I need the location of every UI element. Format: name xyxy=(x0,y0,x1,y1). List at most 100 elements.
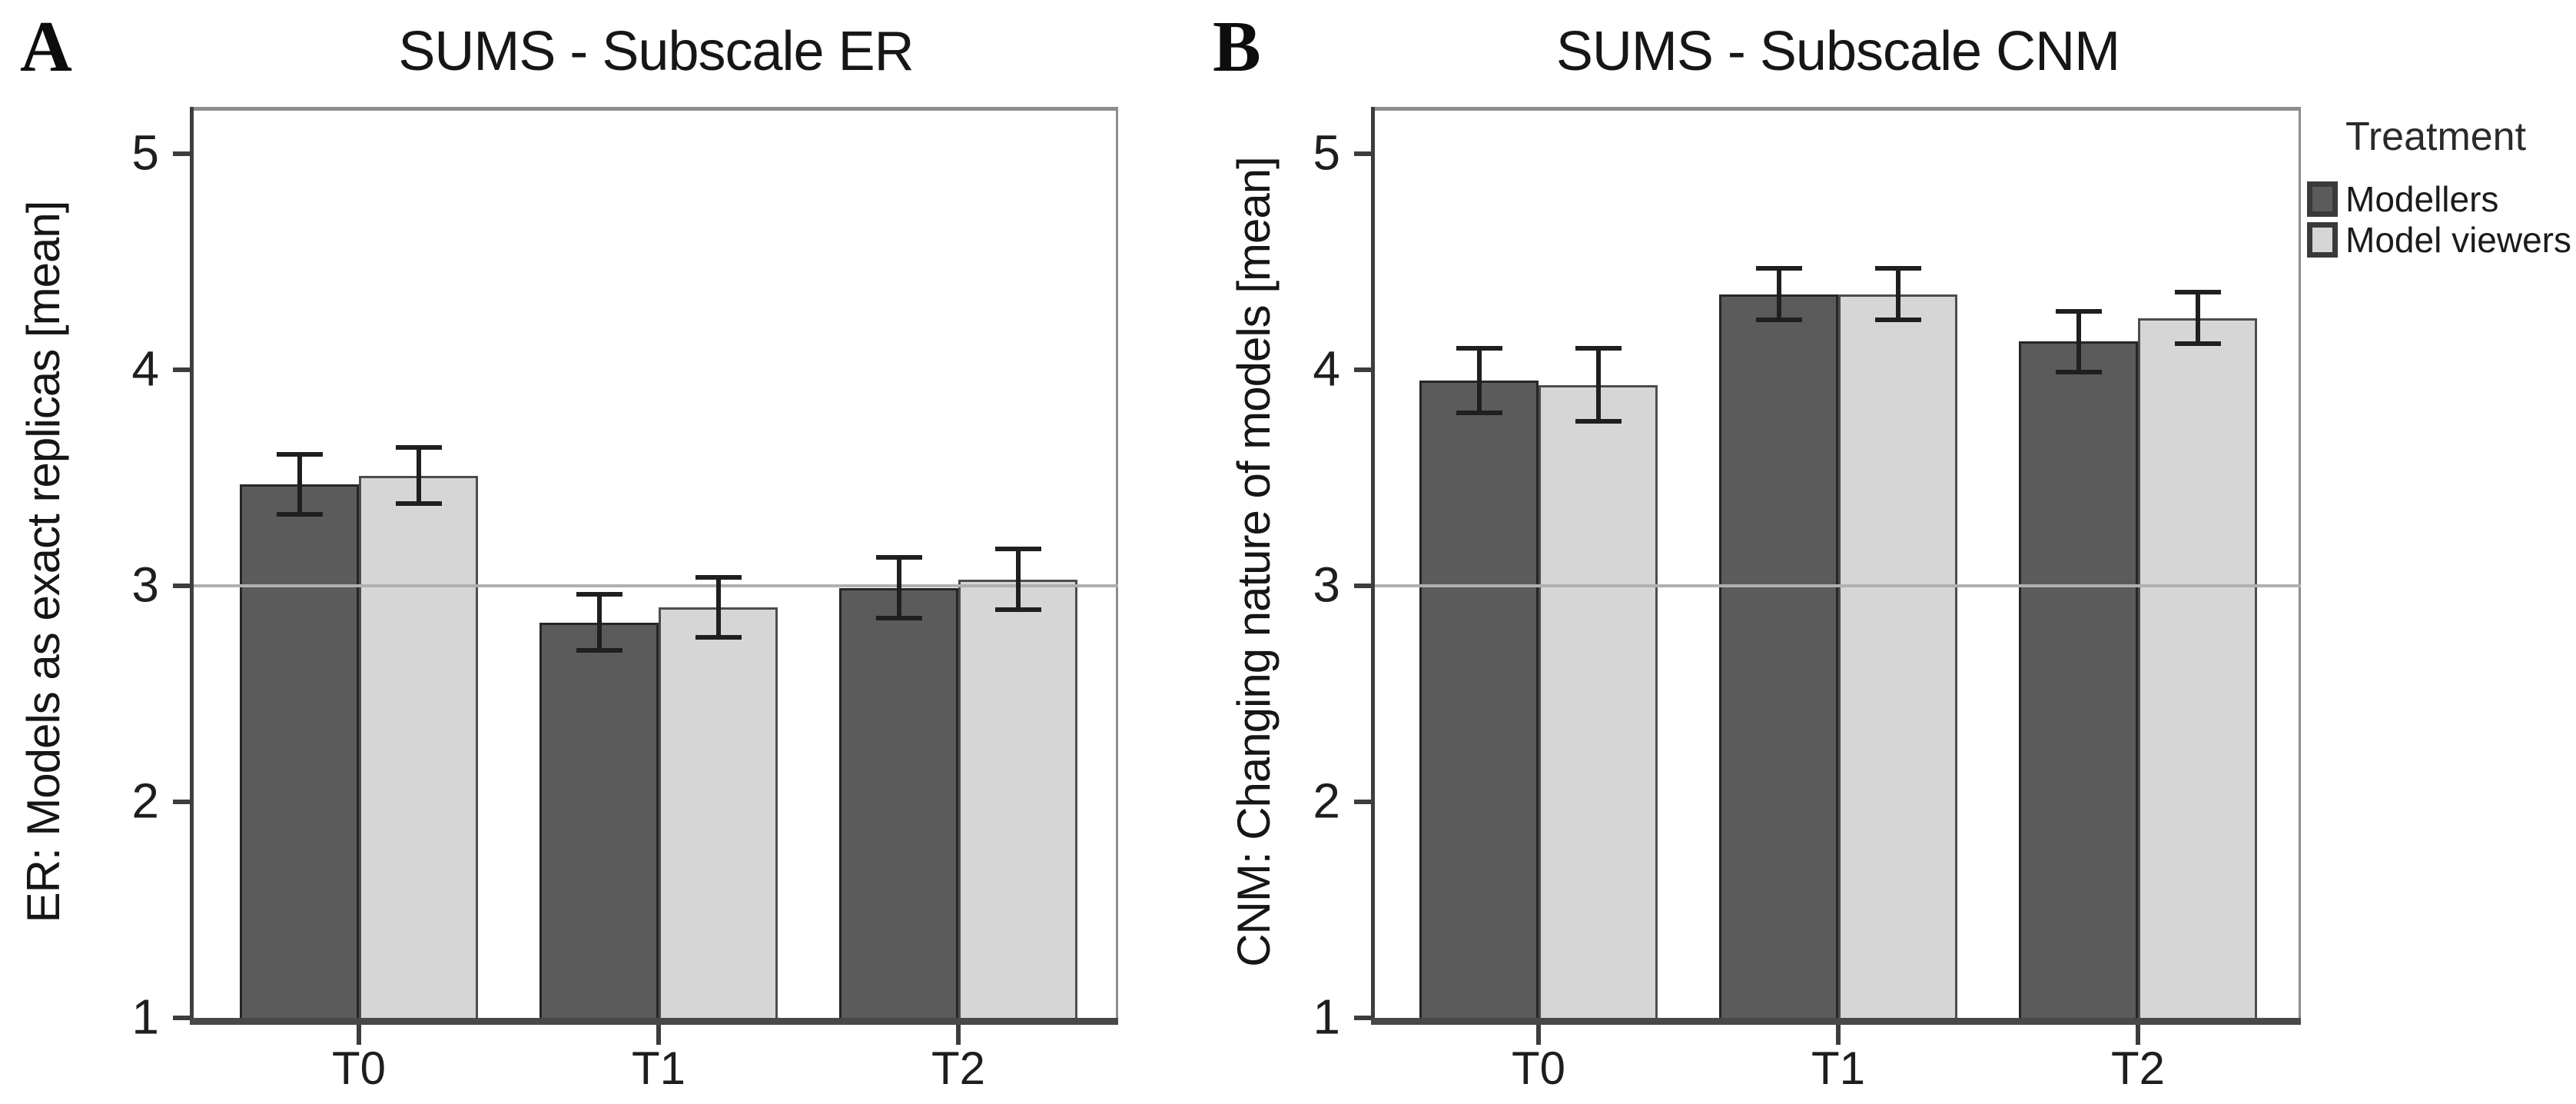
y-tick xyxy=(1354,1016,1371,1020)
error-bar-cap-top xyxy=(1874,265,1921,271)
error-bar-cap-top xyxy=(994,547,1041,552)
plot-right-border xyxy=(1116,107,1118,1025)
plot-top-border xyxy=(190,107,1118,111)
bar-modellers-t2 xyxy=(2019,341,2138,1021)
error-bar-cap-bottom xyxy=(2055,369,2102,374)
x-tick xyxy=(1836,1025,1841,1045)
bar-modellers-t2 xyxy=(839,587,958,1021)
x-tick xyxy=(956,1025,961,1045)
y-tick-label: 1 xyxy=(131,989,159,1045)
legend-label-model-viewers: Model viewers xyxy=(2345,220,2571,260)
y-tick-label: 4 xyxy=(131,341,159,397)
error-bar xyxy=(1895,268,1900,321)
x-tick-label: T0 xyxy=(331,1042,387,1094)
error-bar xyxy=(2076,311,2081,372)
panel-letter-a: A xyxy=(20,7,72,87)
y-axis-line xyxy=(190,107,194,1025)
chart-title-cnm: SUMS - Subscale CNM xyxy=(1555,21,2120,82)
bar-model-viewers-t0 xyxy=(1539,384,1658,1021)
error-bar xyxy=(1015,549,1021,610)
y-tick xyxy=(1354,584,1371,588)
error-bar xyxy=(416,447,421,504)
model-viewers-swatch-icon xyxy=(2307,222,2338,258)
error-bar-cap-bottom xyxy=(695,635,742,640)
y-tick xyxy=(173,584,190,588)
error-bar xyxy=(2195,291,2200,344)
y-tick xyxy=(173,1016,190,1020)
error-bar-cap-top xyxy=(1456,345,1502,351)
y-axis-line xyxy=(1371,107,1375,1025)
x-axis-line xyxy=(190,1018,1118,1025)
y-tick xyxy=(1354,151,1371,156)
y-tick xyxy=(173,367,190,372)
panel-letter-b: B xyxy=(1213,7,1261,87)
bar-modellers-t0 xyxy=(240,484,359,1021)
x-tick-label: T2 xyxy=(2110,1042,2166,1094)
x-tick xyxy=(357,1025,361,1045)
error-bar-cap-top xyxy=(695,574,742,580)
x-tick xyxy=(656,1025,661,1045)
gridline-3 xyxy=(194,584,1118,587)
y-tick-label: 5 xyxy=(131,125,159,181)
bar-model-viewers-t1 xyxy=(1838,294,1957,1021)
x-tick xyxy=(1536,1025,1541,1045)
legend-label-modellers: Modellers xyxy=(2345,179,2499,219)
error-bar-cap-bottom xyxy=(994,607,1041,612)
error-bar xyxy=(1776,268,1781,321)
y-axis-label-er: ER: Models as exact replicas [mean] xyxy=(18,201,69,923)
x-tick-label: T2 xyxy=(931,1042,986,1094)
chart-title-er: SUMS - Subscale ER xyxy=(398,21,914,82)
y-tick-label: 2 xyxy=(1313,773,1340,829)
bar-model-viewers-t0 xyxy=(359,475,478,1021)
error-bar xyxy=(715,577,721,638)
error-bar-cap-bottom xyxy=(395,501,442,507)
plot-right-border xyxy=(2299,107,2301,1025)
error-bar-cap-top xyxy=(1575,345,1622,351)
error-bar-cap-top xyxy=(276,451,323,457)
error-bar-cap-bottom xyxy=(1755,318,1802,323)
bar-model-viewers-t2 xyxy=(2138,318,2257,1021)
error-bar-cap-bottom xyxy=(1456,411,1502,416)
y-tick-label: 3 xyxy=(1313,557,1340,613)
error-bar xyxy=(1476,347,1482,414)
error-bar-cap-bottom xyxy=(276,512,323,517)
error-bar-cap-top xyxy=(2174,289,2221,294)
error-bar-cap-top xyxy=(2055,309,2102,314)
error-bar-cap-top xyxy=(875,555,922,560)
bar-modellers-t0 xyxy=(1419,381,1539,1021)
bar-model-viewers-t1 xyxy=(659,607,778,1021)
bar-modellers-t1 xyxy=(1719,294,1838,1021)
y-tick-label: 5 xyxy=(1313,125,1340,181)
y-tick-label: 3 xyxy=(131,557,159,613)
error-bar-cap-bottom xyxy=(875,616,922,621)
legend-item-modellers: Modellers xyxy=(2307,181,2498,217)
error-bar-cap-bottom xyxy=(1575,419,1622,424)
bar-model-viewers-t2 xyxy=(958,579,1077,1021)
plot-top-border xyxy=(1371,107,2301,111)
modellers-swatch-icon xyxy=(2307,181,2338,217)
error-bar-cap-bottom xyxy=(576,648,622,653)
x-tick xyxy=(2136,1025,2140,1045)
bar-modellers-t1 xyxy=(539,622,659,1021)
error-bar-cap-top xyxy=(576,592,622,597)
error-bar-cap-bottom xyxy=(1874,318,1921,323)
legend-item-model-viewers: Model viewers xyxy=(2307,222,2571,258)
legend-title: Treatment xyxy=(2345,115,2527,159)
x-tick-label: T0 xyxy=(1511,1042,1566,1094)
y-axis-label-cnm: CNM: Changing nature of models [mean] xyxy=(1228,157,1280,967)
y-tick-label: 2 xyxy=(131,773,159,829)
error-bar xyxy=(596,594,602,651)
error-bar xyxy=(297,454,302,515)
y-tick xyxy=(173,800,190,804)
error-bar xyxy=(1595,347,1601,422)
y-tick xyxy=(173,151,190,156)
error-bar-cap-bottom xyxy=(2174,341,2221,347)
error-bar-cap-top xyxy=(1755,265,1802,271)
y-tick xyxy=(1354,800,1371,804)
x-axis-line xyxy=(1371,1018,2301,1025)
x-tick-label: T1 xyxy=(1811,1042,1866,1094)
